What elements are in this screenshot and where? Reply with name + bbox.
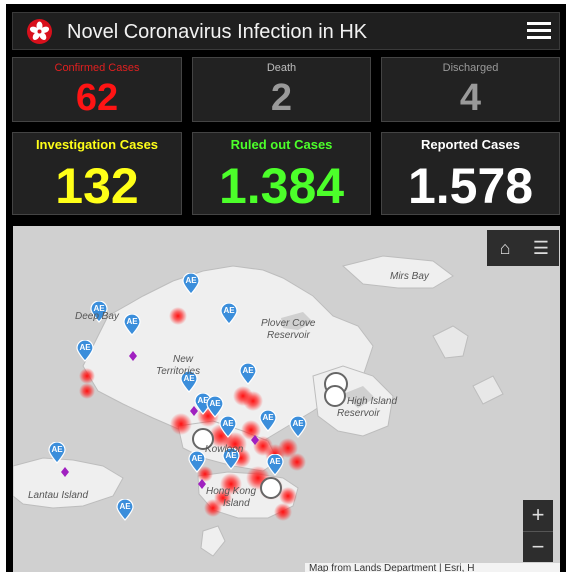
list-icon[interactable]: ☰ bbox=[532, 238, 550, 258]
zoom-in-button[interactable]: + bbox=[531, 502, 545, 527]
discharged-label: Discharged bbox=[442, 62, 499, 74]
confirmed-cases-value: 62 bbox=[75, 77, 119, 119]
place-label-mirs-bay: Mirs Bay bbox=[390, 271, 429, 282]
ae-hospital-marker[interactable]: AE bbox=[123, 314, 141, 336]
header-bar: Novel Coronavirus Infection in HK bbox=[12, 12, 560, 50]
case-map[interactable]: AE AE AE AE AE AE AE AE AE AE AE AE AE AE AE AE AE Mirs … bbox=[13, 226, 560, 572]
place-label-plover-reservoir: Reservoir bbox=[267, 330, 310, 341]
place-label-high-reservoir: Reservoir bbox=[337, 408, 380, 419]
place-label-lantau: Lantau Island bbox=[28, 490, 89, 501]
death-label: Death bbox=[266, 62, 297, 74]
confirmed-cases-label: Confirmed Cases bbox=[54, 62, 140, 74]
ae-hospital-marker[interactable]: AE bbox=[182, 273, 200, 295]
north-east-land bbox=[341, 255, 454, 289]
investigation-cases-label: Investigation Cases bbox=[35, 137, 159, 152]
place-label-territories: Territories bbox=[156, 366, 201, 377]
reported-cases-tile: Reported Cases 1.578 bbox=[381, 132, 560, 215]
ae-hospital-marker[interactable]: AE bbox=[266, 454, 284, 476]
ae-hospital-marker[interactable]: AE bbox=[90, 301, 108, 323]
confirmed-cases-tile: Confirmed Cases 62 bbox=[12, 57, 182, 122]
ae-hospital-marker[interactable]: AE bbox=[116, 499, 134, 521]
zoom-control: + − bbox=[523, 500, 553, 562]
ae-hospital-marker[interactable]: AE bbox=[239, 363, 257, 385]
ae-hospital-marker[interactable]: AE bbox=[76, 340, 94, 362]
ae-hospital-marker[interactable]: AE bbox=[219, 416, 237, 438]
ae-hospital-marker[interactable]: AE bbox=[222, 448, 240, 470]
place-label-island: Island bbox=[223, 498, 250, 509]
ae-hospital-marker[interactable]: AE bbox=[180, 371, 198, 393]
place-label-plover-cove: Plover Cove bbox=[261, 318, 316, 329]
ae-hospital-marker[interactable]: AE bbox=[206, 396, 224, 418]
place-label-high-island: High Island bbox=[347, 396, 398, 407]
death-value: 2 bbox=[270, 77, 293, 119]
ae-hospital-marker[interactable]: AE bbox=[259, 410, 277, 432]
eastern-islands bbox=[432, 325, 504, 405]
reported-cases-value: 1.578 bbox=[407, 158, 534, 214]
home-icon[interactable]: ⌂ bbox=[499, 238, 511, 258]
hk-bauhinia-icon bbox=[27, 19, 52, 44]
lamma-island bbox=[200, 525, 226, 557]
reported-cases-label: Reported Cases bbox=[421, 137, 520, 152]
map-toolbar: ⌂ ☰ bbox=[487, 230, 559, 266]
map-canvas[interactable] bbox=[13, 226, 560, 572]
ruled-out-cases-value: 1.384 bbox=[218, 158, 345, 214]
clinic-markers[interactable] bbox=[61, 351, 259, 489]
ae-hospital-marker[interactable]: AE bbox=[220, 303, 238, 325]
discharged-value: 4 bbox=[459, 77, 482, 119]
quarantine-markers[interactable] bbox=[192, 372, 348, 499]
app-window: Novel Coronavirus Infection in HK Confir… bbox=[6, 4, 566, 572]
ruled-out-cases-label: Ruled out Cases bbox=[230, 137, 333, 152]
plover-cove-reservoir bbox=[281, 312, 313, 330]
investigation-cases-value: 132 bbox=[55, 158, 139, 214]
hamburger-menu-icon[interactable] bbox=[527, 20, 551, 42]
ruled-out-cases-tile: Ruled out Cases 1.384 bbox=[192, 132, 371, 215]
ae-hospital-marker[interactable]: AE bbox=[188, 451, 206, 473]
discharged-tile: Discharged 4 bbox=[381, 57, 560, 122]
page-title: Novel Coronavirus Infection in HK bbox=[67, 21, 368, 43]
zoom-out-button[interactable]: − bbox=[523, 531, 553, 562]
lantau-island bbox=[13, 457, 124, 509]
place-label-kowloon: Kowloon bbox=[205, 444, 244, 455]
place-label-deep-bay: Deep Bay bbox=[75, 311, 119, 322]
investigation-cases-tile: Investigation Cases 132 bbox=[12, 132, 182, 215]
high-island-reservoir bbox=[343, 386, 375, 408]
case-hotspots bbox=[79, 307, 306, 521]
death-tile: Death 2 bbox=[192, 57, 371, 122]
place-label-new: New bbox=[173, 354, 194, 365]
place-label-hong-kong: Hong Kong bbox=[206, 486, 257, 497]
map-attribution: Map from Lands Department | Esri, H bbox=[305, 563, 560, 572]
ae-hospital-marker[interactable]: AE bbox=[289, 416, 307, 438]
ae-hospital-marker[interactable]: AE bbox=[48, 442, 66, 464]
